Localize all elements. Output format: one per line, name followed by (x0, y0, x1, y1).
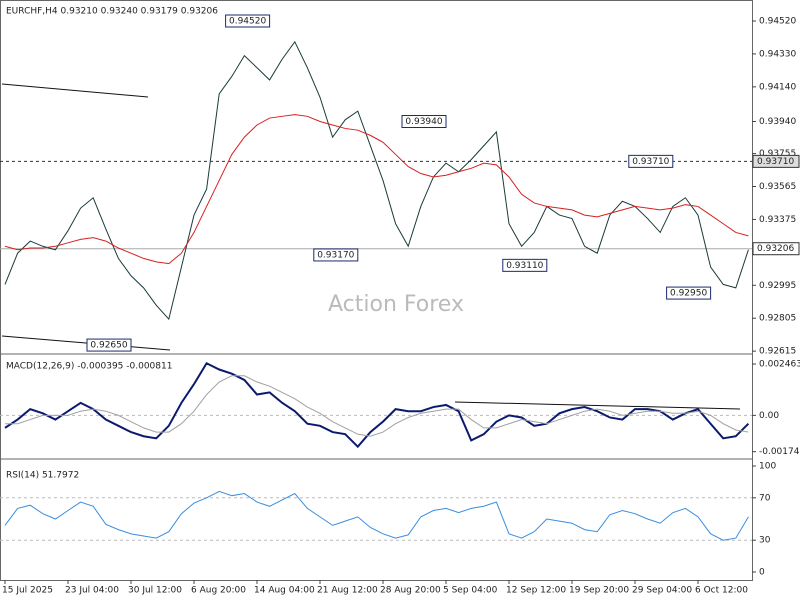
y-tick-label: 100 (759, 462, 776, 472)
level-label: 0.92950 (670, 289, 707, 299)
series-line (4, 40, 749, 321)
level-label: 0.93170 (317, 250, 354, 260)
y-tick-label: 0.00 (759, 411, 779, 421)
x-tick-label: 29 Sep 04:00 (632, 586, 692, 596)
level-label-box (628, 154, 674, 168)
y-tick-label: 0.93565 (759, 182, 796, 192)
level-label-box (86, 338, 132, 352)
x-tick-label: 23 Jul 04:00 (65, 586, 119, 596)
y-tick-label: 0.94330 (759, 49, 796, 59)
series-line (5, 375, 749, 437)
y-tick-label: 30 (759, 536, 771, 546)
y-tick-label: 0.002463 (759, 360, 800, 370)
price-marker-label: 0.93206 (757, 244, 794, 254)
level-label-box (666, 286, 712, 300)
x-tick-label: 6 Oct 12:00 (695, 586, 748, 596)
panel-title: EURCHF,H4 0.93210 0.93240 0.93179 0.9320… (6, 7, 218, 17)
series-line (4, 114, 749, 265)
trend-line (454, 401, 741, 410)
frame (0, 0, 753, 581)
panel-title: RSI(14) 51.7972 (6, 471, 79, 481)
price-marker (752, 154, 800, 168)
level-label-box (313, 248, 359, 262)
level-label: 0.93710 (632, 157, 669, 167)
series-line (4, 361, 750, 449)
y-tick-label: -0.00174 (759, 447, 800, 457)
x-tick-label: 15 Jul 2025 (2, 586, 53, 596)
x-tick-label: 14 Aug 04:00 (254, 586, 315, 596)
trend-line (1, 335, 171, 351)
y-tick-label: 0.92615 (759, 347, 796, 357)
x-tick-label: 21 Aug 12:00 (317, 586, 378, 596)
watermark: Action Forex (328, 292, 464, 317)
x-tick-label: 19 Sep 20:00 (569, 586, 629, 596)
y-tick-label: 0.93375 (759, 215, 796, 225)
y-tick-label: 0.94520 (759, 16, 796, 26)
level-label-box (401, 115, 447, 129)
x-tick-label: 30 Jul 12:00 (128, 586, 182, 596)
level-label: 0.93940 (405, 117, 442, 127)
y-tick-label: 0.92805 (759, 314, 796, 324)
y-tick-label: 0.94140 (759, 82, 796, 92)
y-tick-label: 0.93755 (759, 149, 796, 159)
x-tick-label: 6 Aug 20:00 (191, 586, 246, 596)
level-label: 0.93110 (506, 261, 543, 271)
x-tick-label: 5 Sep 04:00 (443, 586, 498, 596)
y-tick-label: 70 (759, 493, 771, 503)
level-label: 0.92650 (90, 341, 127, 351)
price-marker-label: 0.93710 (757, 157, 794, 167)
y-tick-label: 0 (759, 568, 765, 578)
series-line (4, 490, 749, 541)
x-tick-label: 12 Sep 12:00 (506, 586, 566, 596)
y-tick-label: 0.93940 (759, 117, 796, 127)
level-label: 0.94520 (229, 16, 266, 26)
level-label-box (502, 258, 548, 272)
y-tick-label: 0.92995 (759, 281, 796, 291)
panel-title: MACD(12,26,9) -0.000395 -0.000811 (6, 362, 172, 372)
price-marker (752, 242, 800, 256)
trend-line (1, 83, 149, 98)
x-tick-label: 28 Aug 20:00 (380, 586, 441, 596)
level-label-box (225, 14, 271, 28)
